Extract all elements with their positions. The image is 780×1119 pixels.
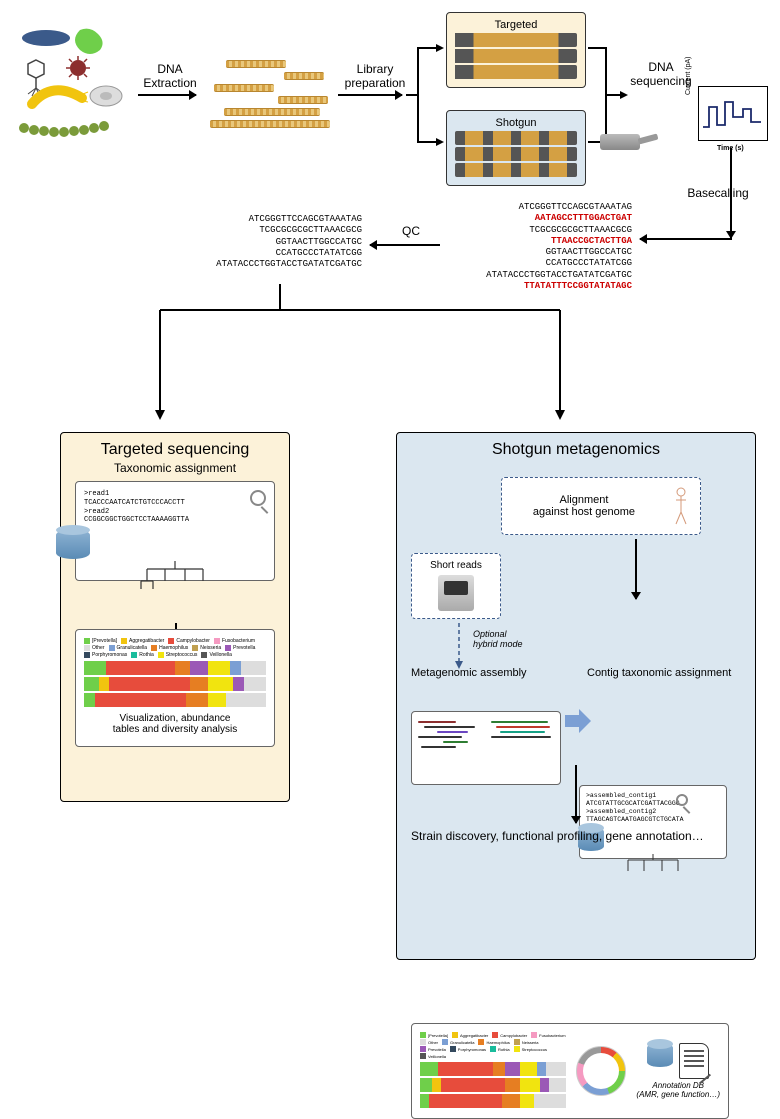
assembly-to-contig-arrow [565,709,591,733]
viz-label: Visualization, abundance tables and dive… [84,713,266,735]
targeted-reads-text: >read1 TCACCCAATCATCTGTCCCACCTT >read2 C… [84,490,266,525]
targeted-tax-label: Taxonomic assignment [61,461,289,475]
library-prep-label: Library preparation [340,62,410,91]
split-arrows [404,30,444,160]
shotgun-title: Shotgun metagenomics [397,441,755,459]
targeted-panel: Targeted sequencing Taxonomic assignment… [60,432,290,802]
qc-reads: ATCGGGTTCCAGCGTAAATAG TCGCGCGCGCTTAAACGC… [176,214,362,270]
signal-ylabel: Current (pA) [685,55,692,95]
contig-box: >assembled_contig1 ATCGTATTGCGCATCGATTAC… [579,785,727,859]
alignment-label: Alignment against host genome [508,494,660,518]
document-icon [679,1043,709,1079]
magnifier-icon [250,490,266,506]
short-reads-label: Short reads [418,560,494,571]
targeted-box-label: Targeted [455,19,577,31]
targeted-lib-box: Targeted [446,12,586,88]
contig-label: Contig taxonomic assignment [587,667,731,679]
corner-basecall [730,236,732,240]
arrow-basecalling [730,148,732,238]
hybrid-label: Optional hybrid mode [473,629,523,649]
shotgun-box-label: Shotgun [455,117,577,129]
database-icon [56,529,90,559]
arrow-libprep [338,94,402,96]
main-split-arrows [130,284,610,424]
arrow-shotgun-down [575,765,577,823]
circular-chart-icon [576,1046,626,1096]
sequencing-device-icon [600,134,640,150]
contig-reads-text: >assembled_contig1 ATCGTATTGCGCATCGATTAC… [586,792,720,825]
phylo-tree-icon-2 [618,853,688,879]
abundance-bars-2 [420,1062,566,1108]
annotation-db-icon [647,1043,673,1067]
legend: [Prevotella]AggregatibacterCampylobacter… [84,638,266,658]
qc-label: QC [396,224,426,238]
shotgun-panel: Shotgun metagenomics Alignment against h… [396,432,756,960]
sequencer-icon [438,575,474,611]
microbes-cluster [14,24,134,144]
targeted-tax-box: >read1 TCACCCAATCATCTGTCCCACCTT >read2 C… [75,481,275,581]
targeted-viz-box: [Prevotella]AggregatibacterCampylobacter… [75,629,275,747]
bottom-label: Strain discovery, functional profiling, … [411,829,743,843]
magnifier-icon-2 [676,794,688,806]
assembly-label: Metagenomic assembly [411,667,527,679]
human-body-icon [668,486,694,526]
dna-extraction-label: DNA Extraction [140,62,200,91]
arrow-align-down [635,539,637,599]
dna-fragments [206,60,336,132]
basecalled-reads: ATCGGGTTCCAGCGTAAATAG AATAGCCTTTGGACTGAT… [442,202,632,292]
phylo-tree-icon [135,559,215,593]
assembly-box [411,711,561,785]
legend-2: [Prevotella]AggregatibacterCampylobacter… [420,1032,566,1059]
short-reads-box: Short reads [411,553,501,619]
targeted-title: Targeted sequencing [61,441,289,459]
alignment-box: Alignment against host genome [501,477,701,535]
abundance-bars [84,661,266,707]
arrow-extraction [138,94,196,96]
signal-plot: Current (pA) Time (s) [698,86,768,141]
arrow-qc [370,244,440,246]
shotgun-lib-box: Shotgun [446,110,586,186]
annotation-db-label: Annotation DB (AMR, gene function…) [636,1082,720,1100]
arrow-into-basecalled [640,238,730,240]
bottom-results-box: [Prevotella]AggregatibacterCampylobacter… [411,1023,729,1119]
basecalling-label: Basecalling [678,186,758,200]
